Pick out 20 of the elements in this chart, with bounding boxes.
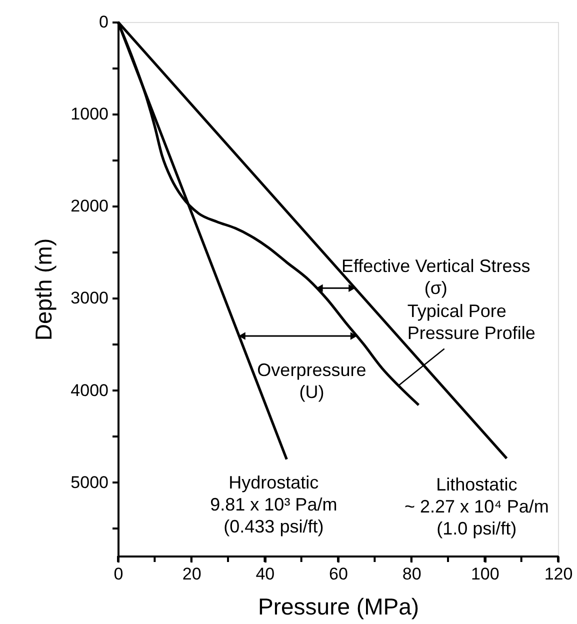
text: Hydrostatic 9.81 x 10³ Pa/m (0.433 psi/ft) [210, 472, 338, 536]
y-tick-label: 0 [99, 12, 108, 32]
x-tick-label: 120 [544, 564, 573, 584]
y-tick-label: 2000 [70, 196, 108, 216]
x-tick-label: 100 [470, 564, 500, 584]
x-tick-label: 40 [256, 564, 275, 584]
annotation: Effective Vertical Stress (σ) [341, 256, 530, 298]
y-tick-label: 1000 [70, 104, 108, 124]
x-tick-label: 20 [182, 564, 202, 584]
x-tick-label: 80 [402, 564, 422, 584]
y-axis-title: Depth (m) [30, 238, 57, 341]
y-tick-label: 5000 [70, 472, 108, 492]
x-tick-label: 0 [114, 564, 124, 584]
series-label: Typical Pore Pressure Profile [407, 300, 536, 343]
text: Lithostatic ~ 2.27 x 10⁴ Pa/m (1.0 psi/ft) [404, 474, 549, 538]
y-tick-label: 4000 [70, 380, 108, 400]
x-tick-label: 60 [329, 564, 348, 584]
y-tick-label: 3000 [70, 288, 108, 308]
x-axis-title: Pressure (MPa) [258, 594, 420, 620]
annotation: Overpressure (U) [257, 360, 366, 402]
